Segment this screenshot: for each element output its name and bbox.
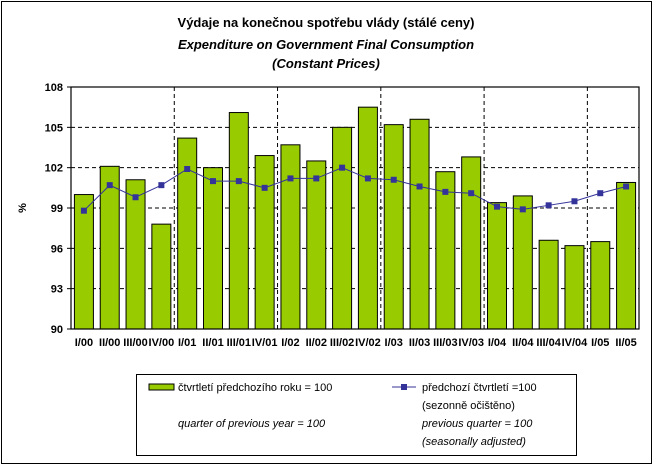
y-tick-label: 90 (51, 324, 63, 336)
x-tick-label: IV/00 (149, 337, 175, 349)
bar (590, 241, 611, 330)
x-tick-label: II/05 (615, 337, 636, 349)
bar (254, 155, 275, 330)
x-tick-label: I/02 (281, 337, 299, 349)
legend-bar-swatch (148, 383, 175, 391)
line-marker (545, 202, 552, 209)
bar (616, 181, 637, 330)
line-marker (494, 203, 500, 210)
x-tick-label: I/03 (385, 337, 403, 349)
line-marker (442, 188, 449, 195)
chart-title: Výdaje na konečnou spotřebu vlády (stálé… (178, 15, 475, 30)
bar (151, 223, 172, 330)
bar (435, 171, 456, 330)
x-tick-label: II/00 (99, 337, 120, 349)
line-marker (184, 166, 191, 173)
bar (383, 124, 404, 330)
y-tick-label: 102 (45, 163, 63, 175)
bar (409, 118, 430, 330)
legend-line-label: předchozí čtvrtletí =100 (422, 382, 537, 394)
line-marker (519, 206, 526, 213)
line-marker (571, 198, 578, 205)
legend-line-label-2: (sezonně očištěno) (422, 400, 515, 412)
x-tick-label: II/02 (306, 337, 327, 349)
line-marker (390, 176, 397, 183)
x-tick-label: II/03 (409, 337, 430, 349)
line-marker (132, 194, 139, 201)
line-marker (597, 190, 604, 197)
line-marker (80, 207, 87, 214)
bar (332, 126, 353, 330)
y-tick-label: 96 (51, 243, 63, 255)
line-marker (261, 184, 268, 191)
legend-line-marker (401, 384, 407, 390)
x-tick-label: II/04 (512, 337, 534, 349)
y-tick-label: 93 (51, 284, 63, 296)
bar (461, 156, 482, 330)
legend-bar-label: čtvrtletí předchozího roku = 100 (178, 382, 332, 394)
line-marker (468, 190, 475, 197)
plot-frame (70, 86, 640, 330)
legend-box (136, 374, 577, 456)
bar (512, 195, 533, 330)
bar (487, 202, 507, 330)
bar (228, 112, 249, 330)
line-marker (287, 175, 294, 182)
line-marker (106, 182, 113, 189)
x-tick-label: III/03 (433, 337, 457, 349)
x-tick-label: II/01 (202, 337, 223, 349)
x-tick-label: I/04 (488, 337, 507, 349)
line-marker (623, 183, 630, 190)
line-marker (235, 178, 242, 185)
x-tick-label: IV/03 (458, 337, 484, 349)
x-tick-label: III/02 (330, 337, 354, 349)
line-marker (158, 182, 165, 189)
y-tick-label: 105 (45, 122, 63, 134)
x-tick-label: III/04 (536, 337, 561, 349)
bar (203, 167, 223, 330)
legend-line-label-en: previous quarter = 100 (421, 418, 533, 430)
legend-bar-label-en: quarter of previous year = 100 (178, 418, 326, 430)
x-tick-label: IV/04 (562, 337, 589, 349)
bar (538, 239, 559, 330)
legend-line-label-en-2: (seasonally adjusted) (422, 436, 526, 448)
x-tick-label: I/01 (178, 337, 196, 349)
bar (357, 106, 378, 330)
y-axis-label: % (17, 203, 29, 213)
bar (280, 144, 301, 330)
bar (99, 165, 120, 330)
bar (306, 160, 327, 330)
x-tick-label: III/01 (227, 337, 251, 349)
y-tick-label: 99 (51, 203, 63, 215)
chart-subtitle-1: Expenditure on Government Final Consumpt… (178, 37, 474, 52)
x-tick-label: I/00 (75, 337, 93, 349)
line-marker (364, 175, 371, 182)
x-tick-label: III/00 (123, 337, 147, 349)
line-marker (339, 164, 346, 171)
line-marker (313, 175, 320, 182)
line-marker (210, 178, 216, 185)
y-tick-label: 108 (45, 82, 63, 94)
x-tick-label: I/05 (591, 337, 609, 349)
x-tick-label: IV/02 (355, 337, 381, 349)
x-tick-label: IV/01 (252, 337, 278, 349)
legend: čtvrtletí předchozího roku = 100 quarter… (136, 374, 577, 456)
chart-subtitle-2: (Constant Prices) (272, 56, 380, 71)
bar (564, 245, 585, 330)
bar (73, 194, 94, 330)
line-marker (416, 183, 423, 190)
bar (125, 179, 146, 330)
line-series (83, 167, 627, 212)
